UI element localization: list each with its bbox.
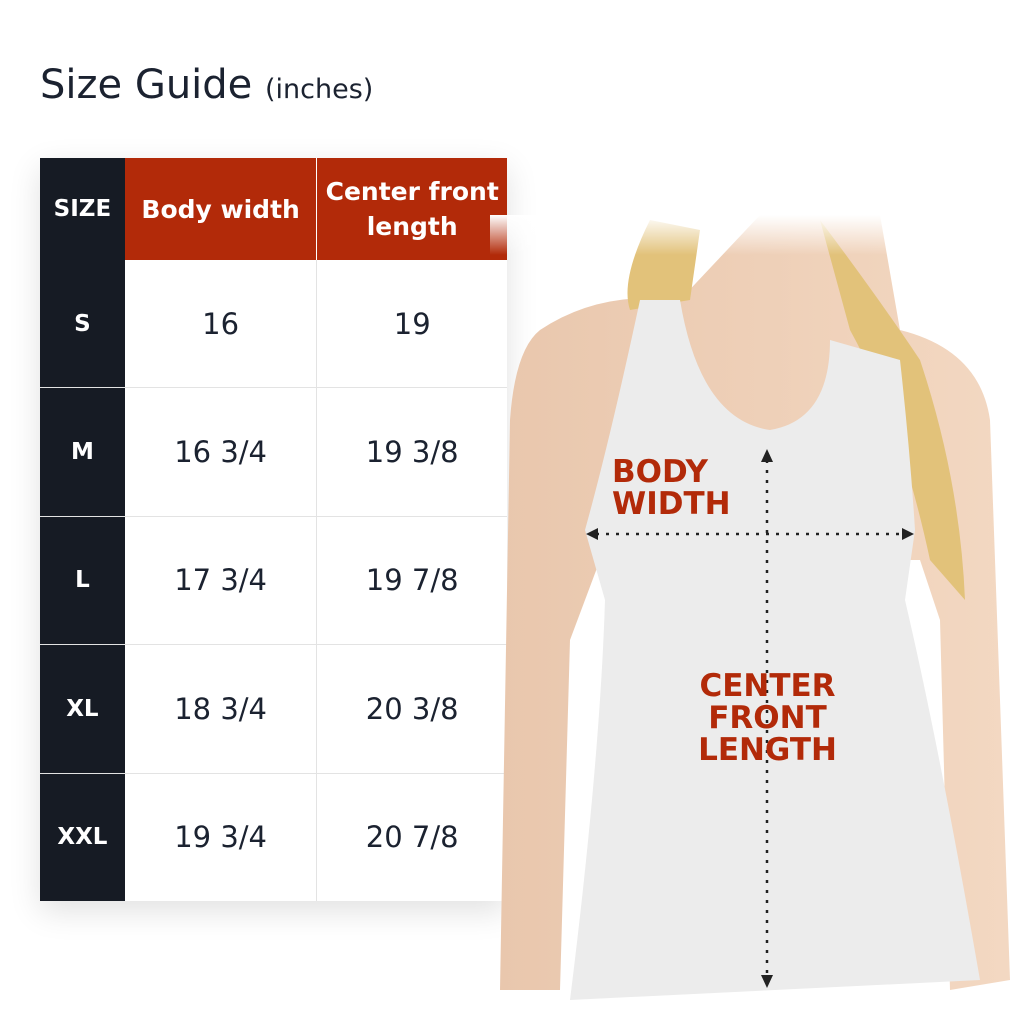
table-row: S 16 19	[40, 260, 507, 389]
size-cell: XXL	[40, 773, 125, 901]
header-body-width: Body width	[124, 158, 318, 260]
table-row: M 16 3/4 19 3/8	[40, 388, 507, 517]
size-table: SIZE Body width Center front length S 16 1…	[40, 158, 507, 901]
body-width-label: BODY WIDTH	[612, 454, 731, 522]
body-width-cell: 16 3/4	[125, 388, 318, 516]
body-width-cell: 18 3/4	[125, 645, 318, 773]
body-width-cell: 19 3/4	[125, 773, 318, 901]
measure-lines	[596, 460, 906, 978]
table-header: SIZE Body width Center front length	[40, 158, 507, 260]
size-cell: S	[40, 260, 125, 388]
body-width-cell: 17 3/4	[125, 516, 318, 645]
length-cell: 19	[393, 306, 431, 341]
size-cell: M	[40, 388, 125, 516]
tank-top	[570, 300, 980, 1000]
header-center-front-length: Center front length	[317, 158, 507, 260]
model-tank-top-image	[490, 215, 1024, 1000]
table-row: L 17 3/4 19 7/8	[40, 516, 507, 646]
table-row: XL 18 3/4 20 3/8	[40, 645, 507, 774]
table-row: XXL 19 3/4 20 7/8	[40, 773, 507, 901]
arrowheads	[586, 449, 914, 988]
length-cell: 19 7/8	[365, 563, 459, 598]
title-unit: (inches)	[265, 74, 374, 105]
title-text: Size Guide	[40, 62, 253, 108]
length-cell: 20 7/8	[365, 820, 459, 855]
hair	[627, 220, 965, 600]
size-cell: XL	[40, 645, 125, 773]
header-size: SIZE	[40, 158, 125, 260]
body-width-cell: 16	[125, 260, 318, 388]
length-cell: 19 3/8	[365, 435, 459, 470]
page-title: Size Guide (inches)	[40, 62, 373, 108]
size-cell: L	[40, 516, 125, 645]
length-cell: 20 3/8	[365, 691, 459, 726]
center-front-length-label: CENTER FRONT LENGTH	[698, 668, 837, 768]
